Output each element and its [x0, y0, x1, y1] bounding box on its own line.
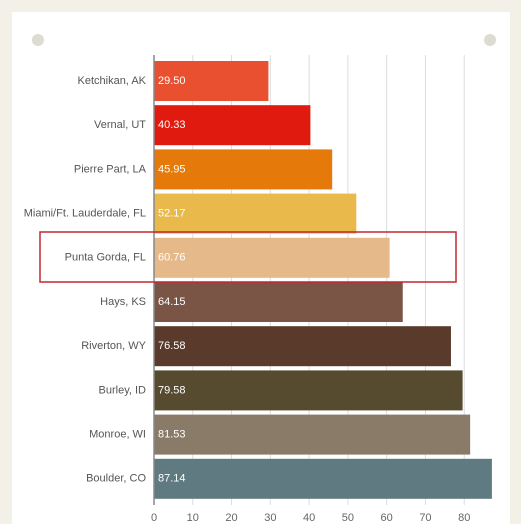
- y-tick-label: Pierre Part, LA: [74, 163, 147, 175]
- decor-dot: [484, 34, 496, 46]
- value-label: 60.76: [158, 252, 186, 264]
- x-tick-label: 10: [187, 512, 199, 524]
- x-tick-label: 70: [419, 512, 431, 524]
- value-label: 81.53: [158, 429, 186, 441]
- x-tick-label: 0: [151, 512, 157, 524]
- x-tick-label: 30: [264, 512, 276, 524]
- value-label: 87.14: [158, 473, 186, 485]
- highlight-box: [39, 231, 457, 283]
- bar: [154, 326, 451, 367]
- value-label: 79.58: [158, 384, 186, 396]
- bar: [154, 414, 471, 455]
- decor-dot: [32, 34, 44, 46]
- x-tick-label: 60: [381, 512, 393, 524]
- x-tick-label: 80: [458, 512, 470, 524]
- bar: [154, 282, 403, 322]
- value-label: 29.50: [158, 75, 186, 87]
- bar: [154, 193, 357, 234]
- y-tick-label: Ketchikan, AK: [78, 75, 147, 87]
- value-label: 45.95: [158, 163, 186, 175]
- y-tick-label: Boulder, CO: [86, 473, 146, 485]
- x-tick-label: 40: [303, 512, 315, 524]
- bar: [154, 370, 463, 411]
- bars: [154, 61, 492, 499]
- bar: [154, 105, 311, 146]
- y-tick-label: Punta Gorda, FL: [65, 252, 146, 264]
- y-tick-label: Monroe, WI: [89, 429, 146, 441]
- y-tick-label: Hays, KS: [100, 296, 146, 308]
- value-label: 76.58: [158, 340, 186, 352]
- value-label: 64.15: [158, 296, 186, 308]
- bar: [154, 237, 390, 278]
- value-label: 40.33: [158, 119, 186, 131]
- y-tick-label: Riverton, WY: [81, 340, 146, 352]
- value-label: 52.17: [158, 208, 186, 220]
- y-tick-label: Vernal, UT: [94, 119, 146, 131]
- y-tick-label: Miami/Ft. Lauderdale, FL: [24, 208, 146, 220]
- y-tick-label: Burley, ID: [99, 384, 147, 396]
- x-tick-label: 20: [225, 512, 237, 524]
- x-tick-label: 50: [342, 512, 354, 524]
- bar: [154, 458, 492, 499]
- bar: [154, 149, 333, 190]
- bar: [154, 61, 269, 101]
